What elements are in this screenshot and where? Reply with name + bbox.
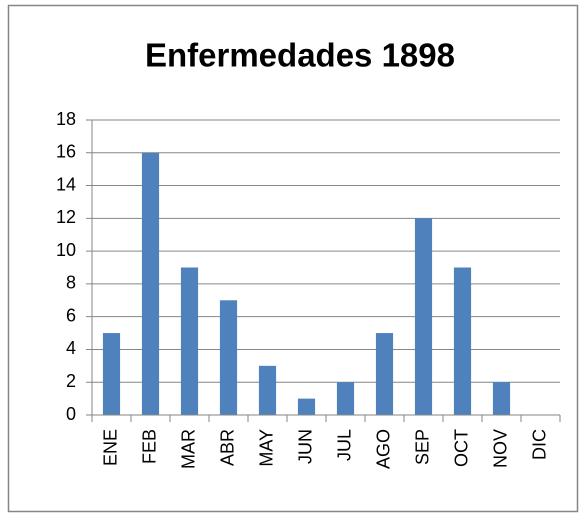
bar — [336, 382, 355, 415]
y-tick-label: 18 — [56, 109, 76, 129]
y-tick-label: 0 — [66, 404, 76, 424]
bar — [102, 333, 121, 415]
bar — [219, 300, 238, 415]
y-tick-label: 4 — [66, 338, 76, 358]
x-tick-label: ENE — [100, 429, 120, 466]
x-tick-label: MAY — [256, 429, 276, 467]
bar — [453, 267, 472, 415]
y-tick-label: 8 — [66, 273, 76, 293]
bar — [258, 365, 277, 415]
x-tick-label: OCT — [451, 429, 471, 467]
bar — [375, 333, 394, 415]
y-tick-label: 6 — [66, 305, 76, 325]
x-tick-label: MAR — [178, 429, 198, 469]
x-tick-label: ABR — [217, 429, 237, 466]
chart-border — [7, 4, 579, 513]
bar — [297, 398, 316, 415]
y-tick-label: 16 — [56, 142, 76, 162]
x-tick-label: FEB — [139, 429, 159, 464]
y-tick-label: 10 — [56, 240, 76, 260]
x-tick-label: SEP — [412, 429, 432, 465]
chart-title: Enfermedades 1898 — [145, 37, 455, 74]
x-tick-label: JUL — [334, 429, 354, 461]
x-tick-label: JUN — [295, 429, 315, 464]
y-tick-label: 2 — [66, 371, 76, 391]
bar — [180, 267, 199, 415]
bar — [141, 152, 160, 415]
y-tick-label: 12 — [56, 207, 76, 227]
bar — [414, 218, 433, 415]
y-tick-label: 14 — [56, 174, 76, 194]
x-tick-label: AGO — [373, 429, 393, 469]
x-tick-label: NOV — [490, 429, 510, 468]
x-tick-label: DIC — [529, 429, 549, 460]
bar — [492, 382, 511, 415]
